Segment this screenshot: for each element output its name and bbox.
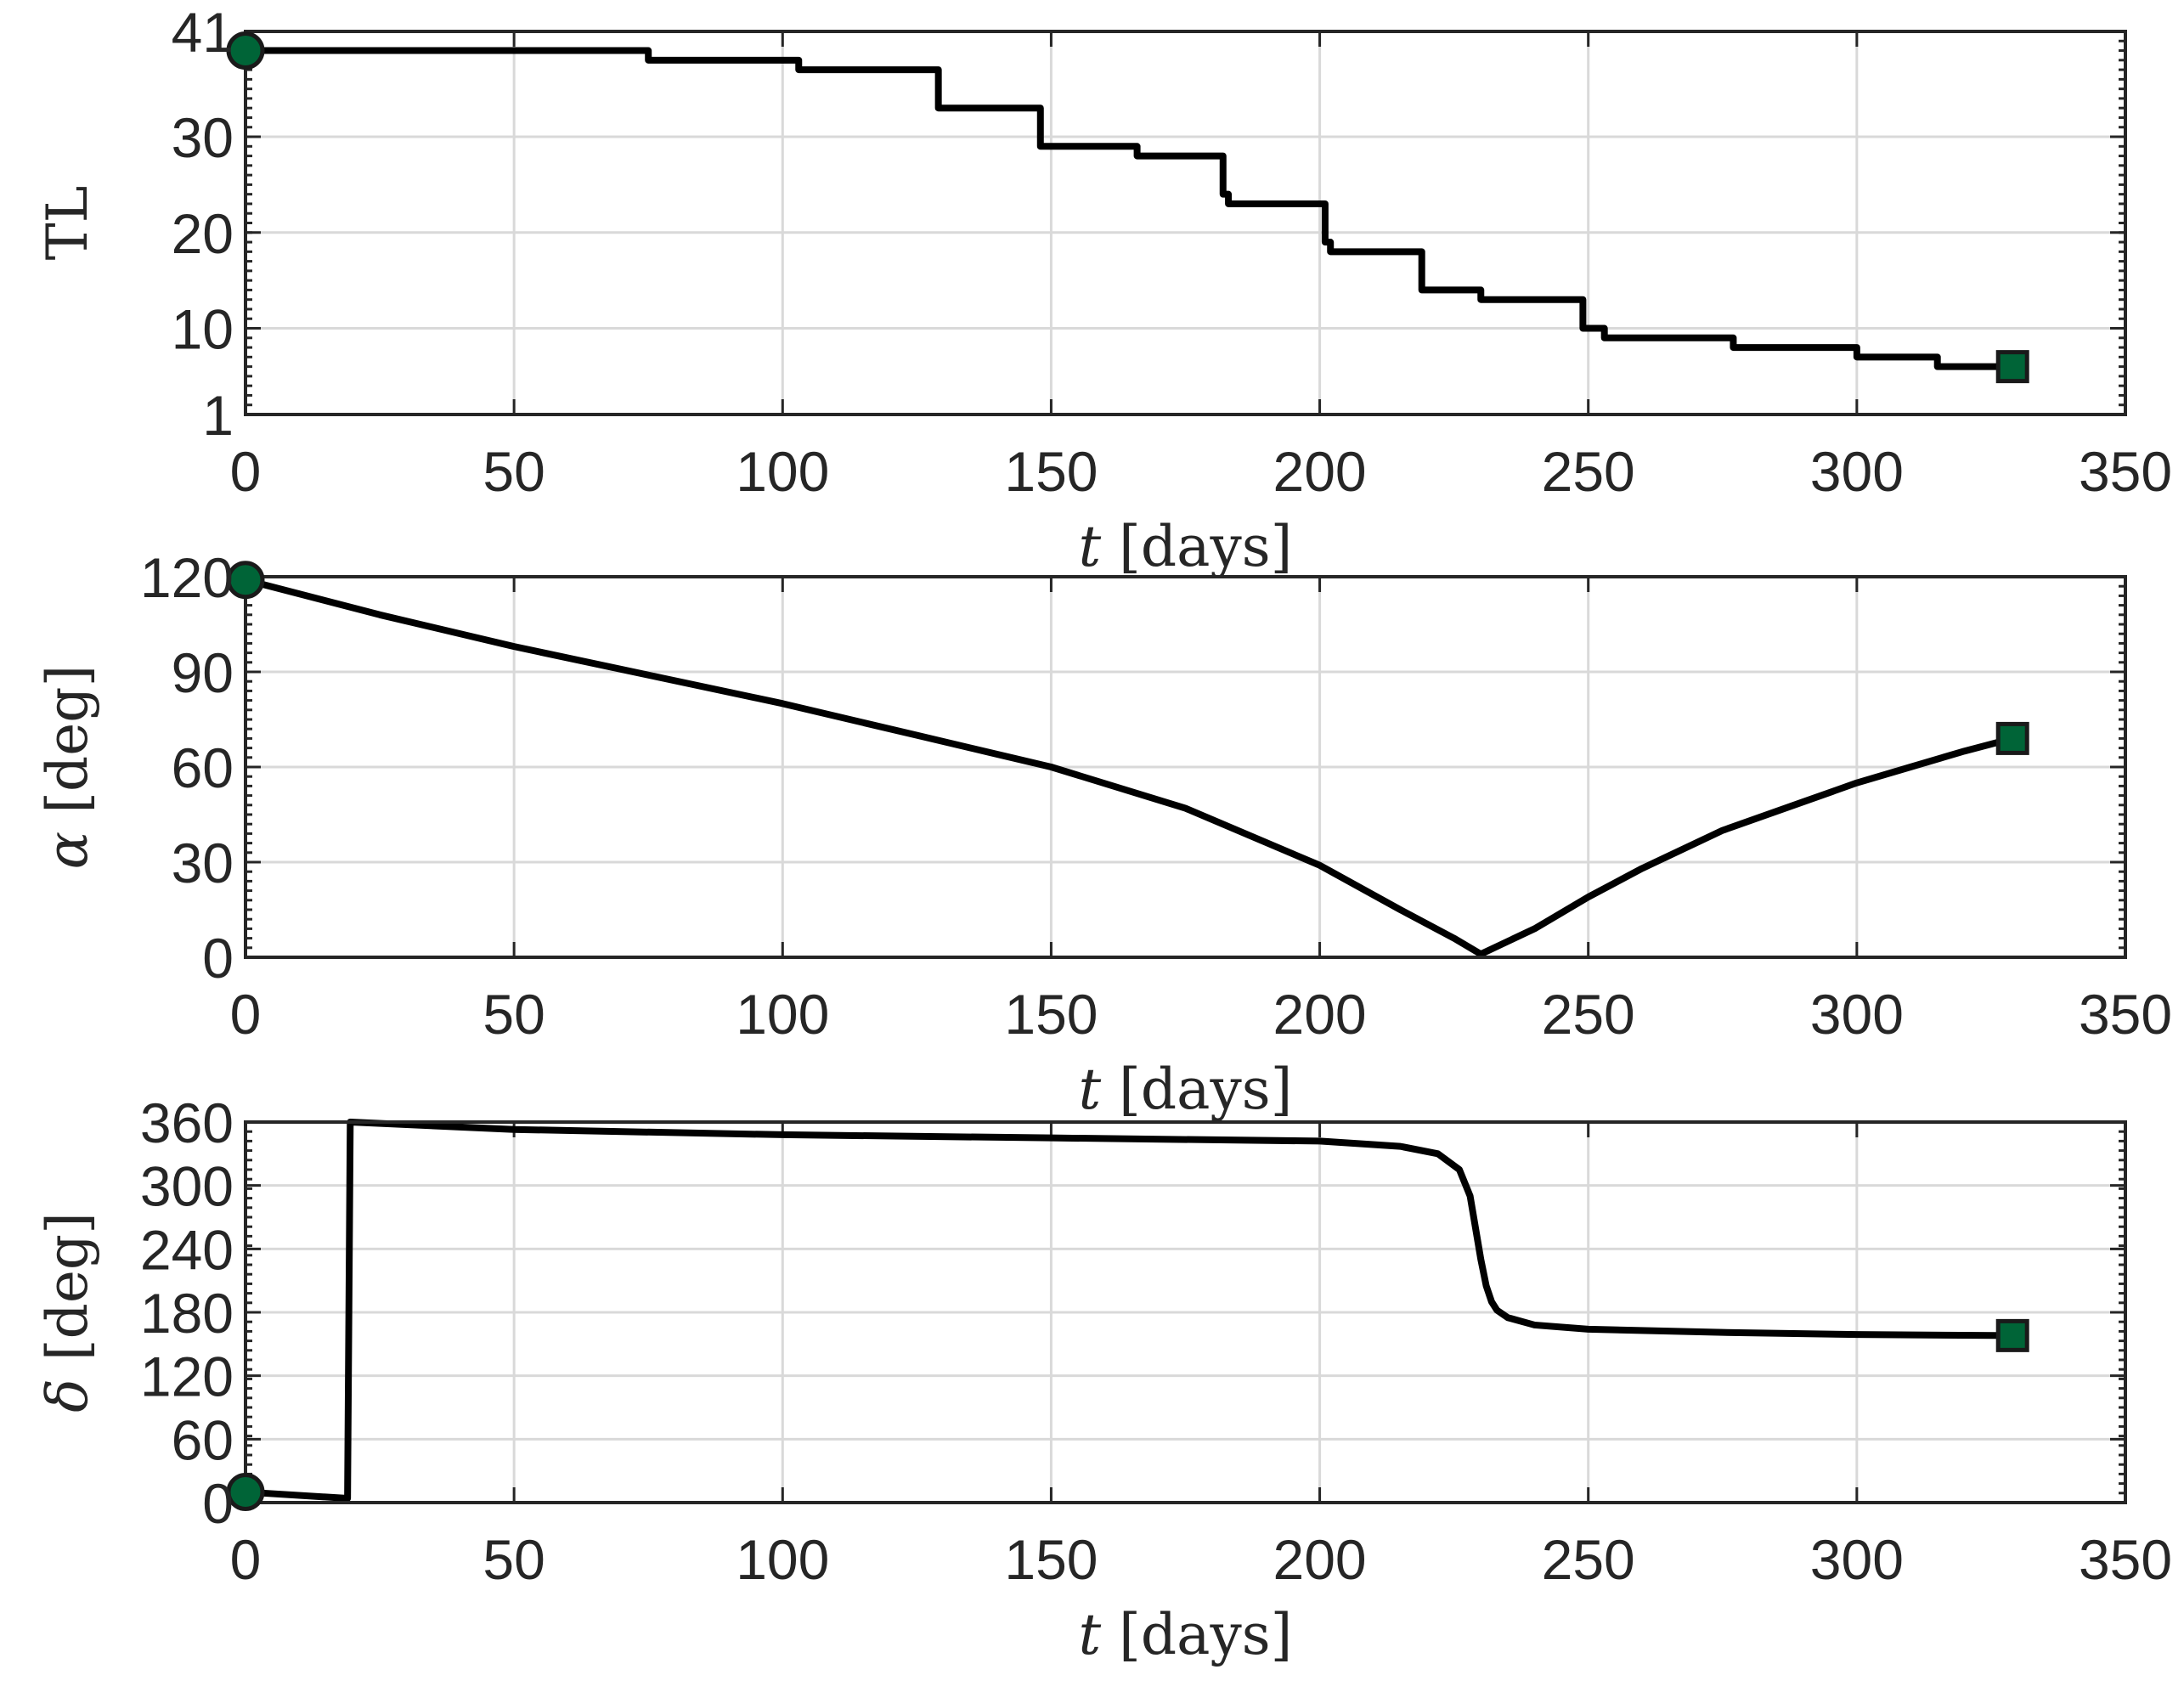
x-axis-label: t [days] bbox=[1079, 1057, 1293, 1122]
x-tick-label: 250 bbox=[1542, 440, 1635, 503]
x-axis-label: t [days] bbox=[1079, 514, 1293, 579]
x-tick-label: 100 bbox=[736, 983, 829, 1046]
y-axis-label: δ [deg] bbox=[35, 1212, 100, 1413]
x-tick-label: 300 bbox=[1810, 440, 1904, 503]
series-line-tl bbox=[245, 51, 2012, 367]
y-tick-label: 60 bbox=[172, 1408, 234, 1471]
x-tick-label: 200 bbox=[1273, 983, 1367, 1046]
y-tick-label: 30 bbox=[172, 106, 234, 169]
x-tick-label: 100 bbox=[736, 1528, 829, 1591]
y-tick-label: 120 bbox=[140, 546, 234, 609]
y-tick-label: 1 bbox=[202, 384, 234, 447]
y-axis-label: α [deg] bbox=[35, 665, 100, 870]
x-tick-label: 50 bbox=[483, 1528, 545, 1591]
start-marker bbox=[229, 34, 262, 68]
x-tick-label: 0 bbox=[230, 1528, 262, 1591]
x-tick-label: 200 bbox=[1273, 1528, 1367, 1591]
x-tick-label: 350 bbox=[2079, 1528, 2172, 1591]
y-axis-label: TL bbox=[35, 186, 100, 261]
x-tick-label: 0 bbox=[230, 440, 262, 503]
y-tick-label: 300 bbox=[140, 1155, 234, 1218]
y-tick-label: 90 bbox=[172, 641, 234, 704]
x-tick-label: 150 bbox=[1004, 983, 1098, 1046]
y-tick-label: 120 bbox=[140, 1345, 234, 1408]
subplot-tl: 0 50 100 150 200 250 300 350 1 10 20 30 41 t [days] TL bbox=[35, 1, 2172, 579]
y-tick-label: 0 bbox=[202, 927, 234, 990]
y-tick-label: 30 bbox=[172, 832, 234, 894]
end-marker bbox=[1998, 724, 2027, 753]
x-tick-label: 0 bbox=[230, 983, 262, 1046]
subplot-alpha: 0 50 100 150 200 250 300 350 0 30 60 90 120 t [days] α… bbox=[35, 546, 2172, 1122]
x-tick-label: 300 bbox=[1810, 1528, 1904, 1591]
x-tick-label: 100 bbox=[736, 440, 829, 503]
x-tick-label: 200 bbox=[1273, 440, 1367, 503]
x-tick-label: 350 bbox=[2079, 440, 2172, 503]
x-tick-label: 250 bbox=[1542, 983, 1635, 1046]
series-line-delta bbox=[245, 1122, 2012, 1498]
x-tick-label: 150 bbox=[1004, 1528, 1098, 1591]
x-tick-label: 150 bbox=[1004, 440, 1098, 503]
start-marker bbox=[229, 563, 262, 597]
x-axis-label: t [days] bbox=[1079, 1602, 1293, 1667]
end-marker bbox=[1998, 352, 2027, 381]
x-tick-label: 50 bbox=[483, 440, 545, 503]
x-tick-label: 350 bbox=[2079, 983, 2172, 1046]
x-tick-label: 250 bbox=[1542, 1528, 1635, 1591]
end-marker bbox=[1998, 1321, 2027, 1350]
x-tick-label: 300 bbox=[1810, 983, 1904, 1046]
y-tick-label: 360 bbox=[140, 1091, 234, 1154]
y-tick-label: 180 bbox=[140, 1282, 234, 1345]
y-tick-label: 20 bbox=[172, 202, 234, 265]
axes-box bbox=[245, 31, 2125, 415]
y-tick-label: 240 bbox=[140, 1218, 234, 1281]
y-tick-label: 10 bbox=[172, 298, 234, 361]
start-marker bbox=[229, 1475, 262, 1509]
y-tick-label: 0 bbox=[202, 1472, 234, 1535]
y-tick-label: 41 bbox=[172, 1, 234, 64]
x-tick-label: 50 bbox=[483, 983, 545, 1046]
subplot-delta: 0 50 100 150 200 250 300 350060120180240300360t… bbox=[35, 1091, 2172, 1667]
y-tick-label: 60 bbox=[172, 736, 234, 799]
